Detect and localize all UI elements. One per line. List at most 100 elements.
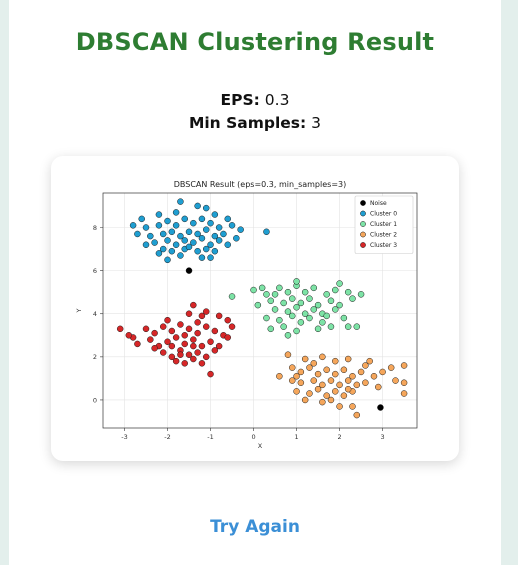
scatter-chart: DBSCAN Result (eps=0.3, min_samples=3) -3…: [75, 180, 418, 450]
data-point: [319, 381, 326, 389]
try-again-link[interactable]: Try Again: [210, 517, 300, 537]
x-axis-label: X: [258, 442, 263, 450]
data-point: [228, 323, 236, 330]
data-point: [332, 286, 339, 294]
data-point: [306, 390, 313, 397]
data-point: [164, 217, 171, 225]
data-point: [323, 366, 330, 374]
data-point: [293, 304, 300, 311]
data-point: [134, 340, 141, 348]
min-samples-value: 3: [311, 114, 322, 132]
data-point: [185, 267, 193, 274]
y-tick-label: 2: [93, 353, 97, 361]
data-point: [172, 241, 180, 248]
legend-label: Noise: [370, 200, 387, 207]
data-point: [340, 314, 348, 322]
eps-param: EPS: 0.3: [9, 91, 501, 109]
data-point: [125, 332, 133, 339]
data-point: [164, 237, 171, 244]
data-point: [293, 388, 300, 395]
data-point: [194, 230, 201, 238]
data-point: [284, 351, 292, 358]
data-point: [198, 215, 206, 223]
legend-marker: [360, 221, 366, 227]
data-point: [349, 295, 356, 302]
data-point: [211, 347, 219, 354]
data-point: [400, 390, 408, 397]
data-point: [159, 349, 167, 356]
data-point: [336, 403, 343, 410]
data-point: [185, 243, 193, 251]
data-point: [310, 284, 318, 292]
data-point: [181, 215, 188, 223]
data-point: [344, 377, 352, 384]
data-point: [198, 342, 206, 350]
data-point: [310, 377, 318, 384]
min-samples-label: Min Samples:: [188, 114, 307, 132]
data-point: [301, 288, 309, 296]
data-point: [400, 362, 408, 369]
data-point: [198, 360, 206, 367]
data-point: [164, 256, 171, 264]
data-point: [379, 368, 386, 376]
data-point: [323, 291, 330, 298]
data-point: [400, 379, 408, 386]
data-point: [142, 241, 150, 248]
data-point: [263, 291, 270, 298]
data-point: [190, 355, 197, 363]
data-point: [340, 392, 348, 399]
data-point: [207, 338, 214, 346]
data-point: [211, 211, 219, 218]
data-point: [340, 366, 348, 374]
data-point: [181, 360, 188, 367]
data-point: [202, 353, 210, 361]
data-point: [362, 362, 369, 369]
eps-value: 0.3: [264, 91, 290, 109]
data-point: [194, 202, 201, 210]
data-point: [336, 280, 343, 287]
data-point: [190, 301, 197, 309]
data-point: [168, 327, 176, 335]
y-tick-label: 6: [93, 267, 97, 275]
data-point: [332, 306, 339, 313]
data-point: [224, 241, 231, 248]
data-point: [185, 325, 193, 333]
y-axis-label: Y: [75, 308, 83, 313]
data-point: [293, 327, 300, 335]
data-point: [332, 388, 339, 395]
data-point: [289, 364, 296, 371]
y-tick-label: 0: [93, 396, 97, 404]
x-tick-label: 1: [294, 433, 298, 441]
data-point: [306, 314, 313, 322]
data-point: [151, 329, 158, 337]
legend-box: [354, 195, 414, 254]
data-point: [387, 364, 395, 371]
data-point: [306, 295, 313, 302]
data-point: [151, 344, 158, 352]
data-point: [172, 209, 180, 216]
data-point: [293, 278, 300, 285]
data-point: [250, 286, 257, 294]
data-point: [164, 338, 171, 346]
data-point: [116, 325, 124, 333]
data-point: [344, 355, 352, 363]
data-point: [198, 254, 206, 261]
data-point: [314, 385, 322, 393]
data-point: [185, 310, 193, 317]
legend-label: Cluster 0: [370, 211, 397, 218]
data-point: [327, 377, 335, 384]
data-point: [297, 379, 305, 386]
data-point: [172, 334, 180, 341]
data-point: [271, 291, 279, 298]
data-point: [211, 232, 219, 240]
page-title: DBSCAN Clustering Result: [75, 28, 435, 56]
data-point: [370, 373, 378, 380]
min-samples-param: Min Samples: 3: [9, 114, 501, 132]
data-point: [276, 373, 283, 380]
data-point: [228, 293, 236, 300]
data-point: [224, 316, 231, 324]
data-point: [323, 392, 330, 399]
data-point: [172, 357, 180, 365]
data-point: [202, 204, 210, 212]
data-point: [276, 284, 283, 292]
